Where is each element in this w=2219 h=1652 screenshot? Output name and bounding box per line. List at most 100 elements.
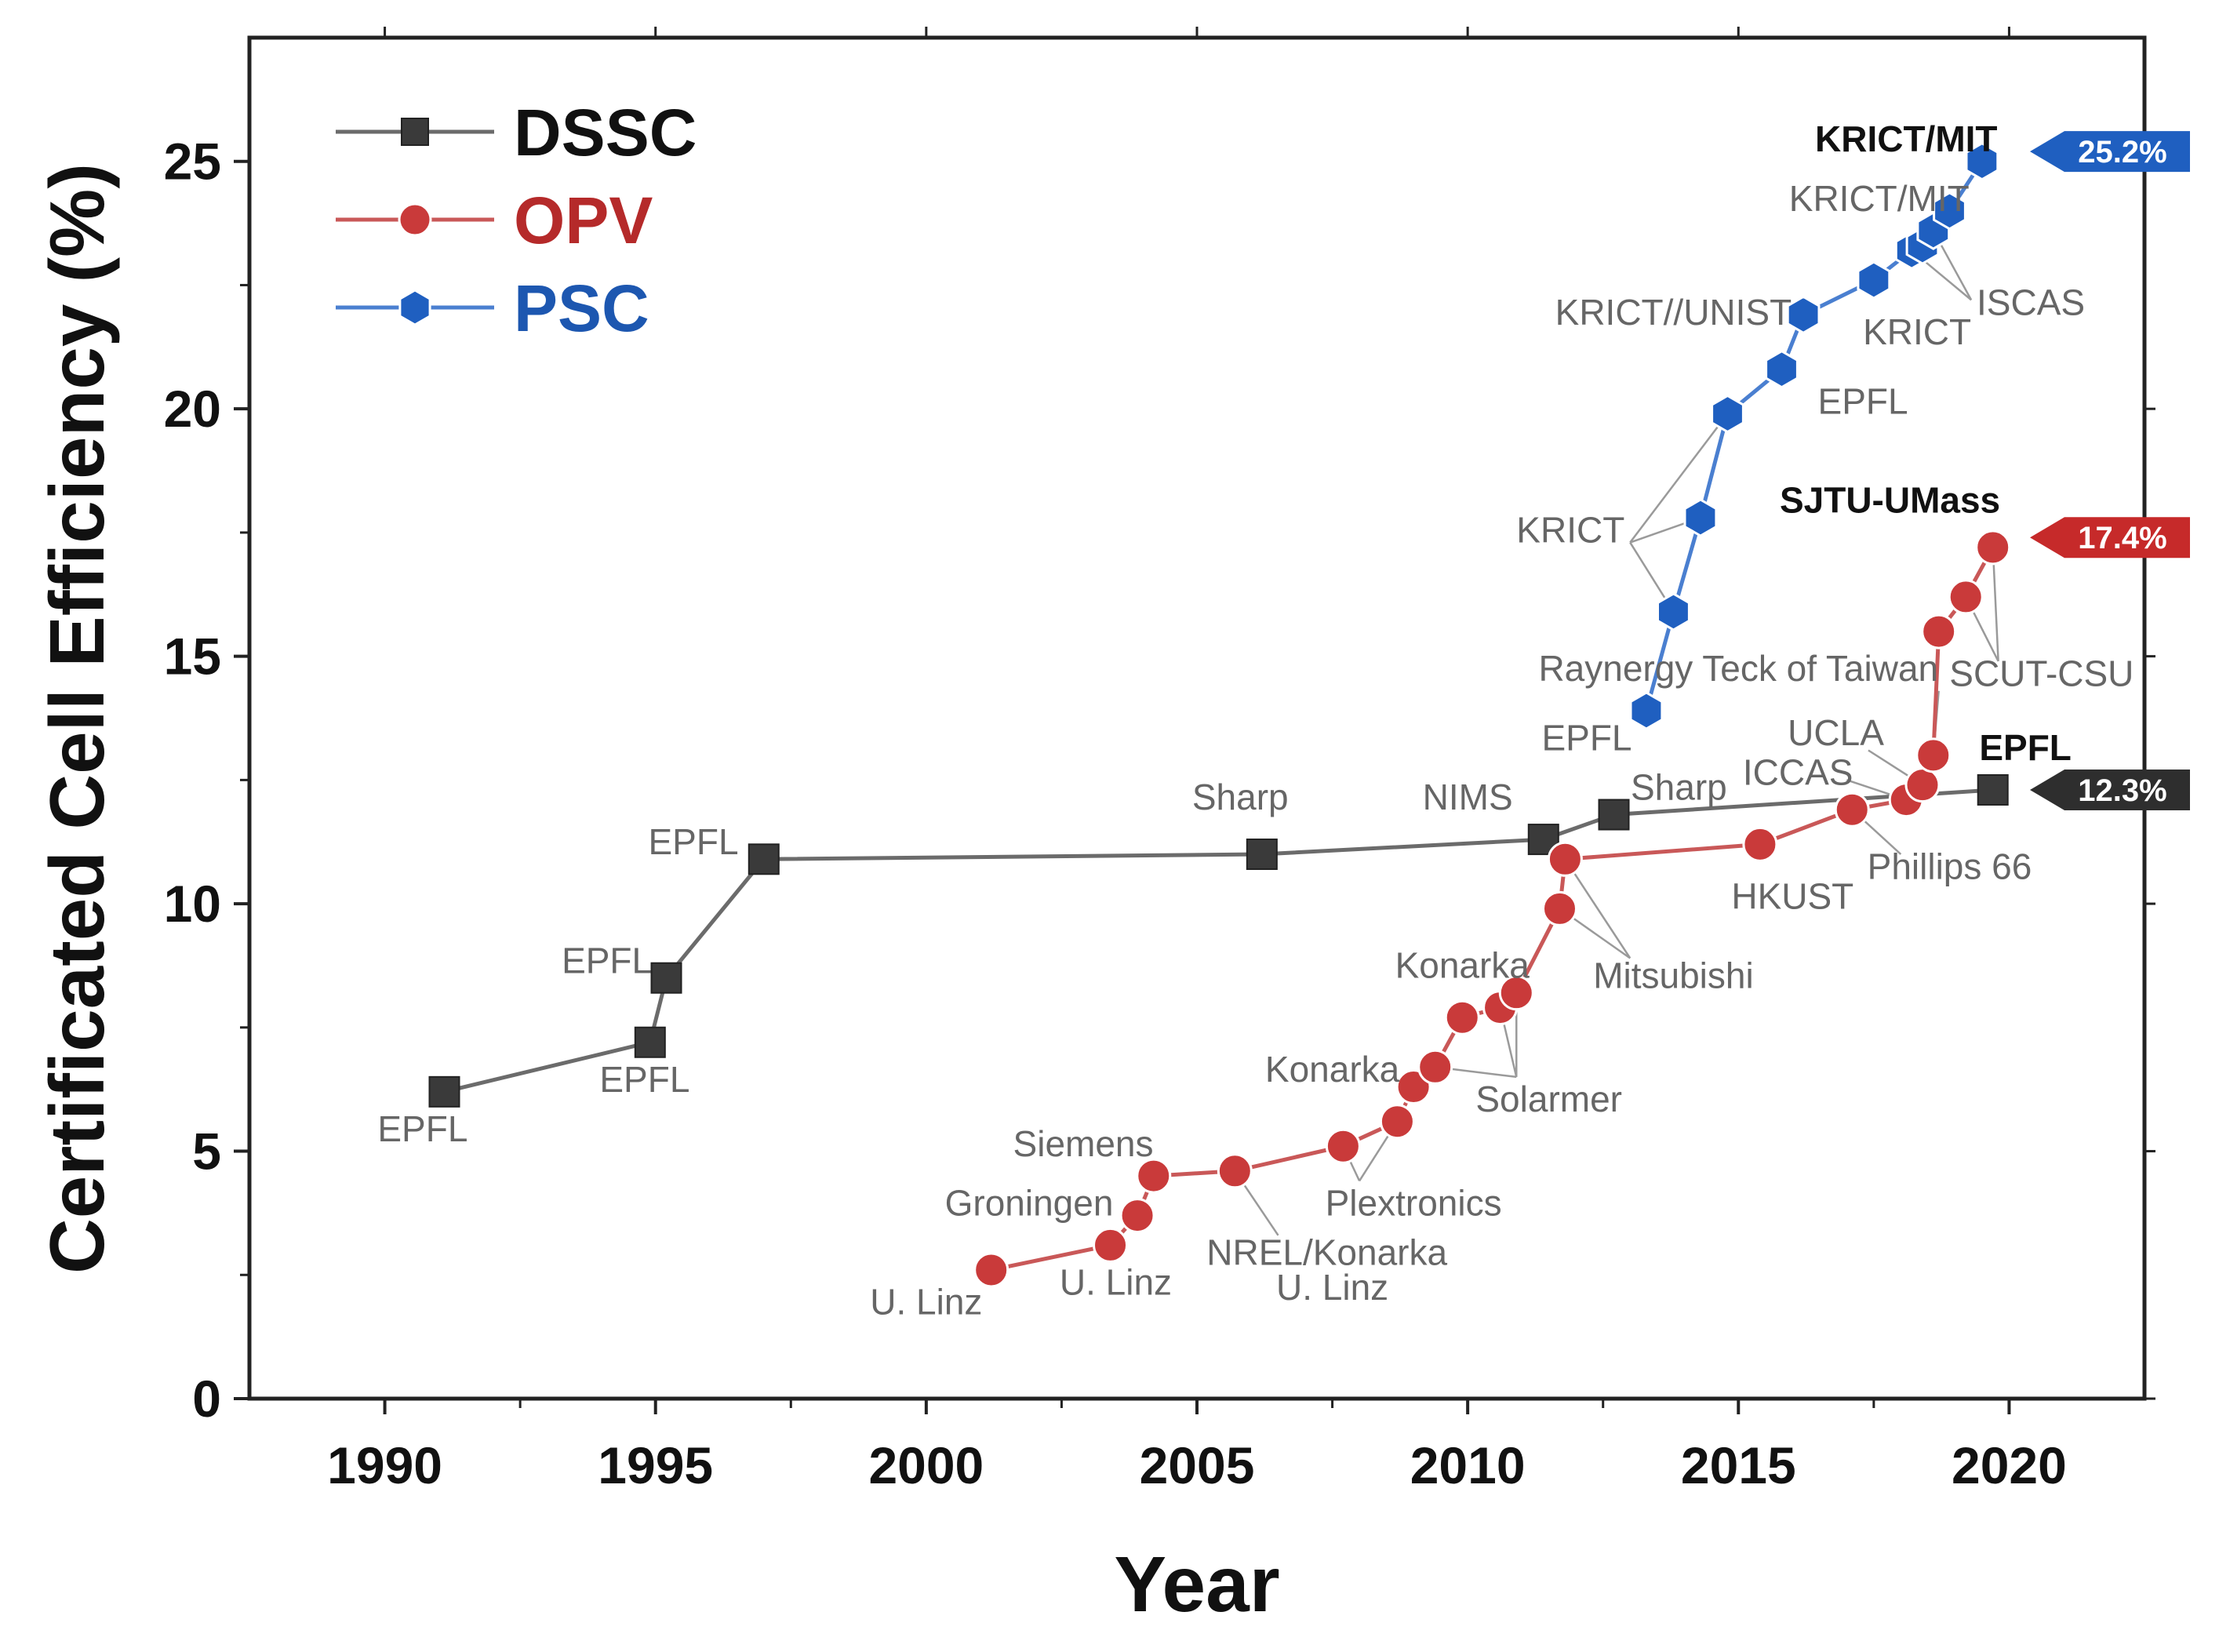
data-point-psc bbox=[1629, 691, 1664, 730]
data-point-opv bbox=[1444, 999, 1480, 1035]
y-tick-label: 20 bbox=[164, 380, 221, 438]
data-point-dssc bbox=[1246, 839, 1278, 870]
annotation-label: EPFL bbox=[1541, 718, 1632, 759]
data-point-psc bbox=[1933, 191, 1966, 231]
data-point-dssc bbox=[1598, 799, 1630, 831]
annotation-label: Solarmer bbox=[1475, 1079, 1622, 1119]
y-tick-label: 25 bbox=[164, 133, 221, 191]
x-tick-label: 2010 bbox=[1410, 1436, 1526, 1494]
data-point-psc bbox=[1965, 141, 1999, 181]
annotation-label: Konarka bbox=[1265, 1049, 1400, 1090]
leader-line bbox=[1992, 547, 1999, 662]
data-point-opv bbox=[1541, 890, 1577, 926]
data-point-dssc bbox=[1977, 773, 2009, 806]
annotation-label: EPFL bbox=[649, 821, 739, 862]
data-point-dssc bbox=[428, 1075, 460, 1108]
value-badge bbox=[2030, 131, 2190, 173]
annotation-label: EPFL bbox=[1979, 727, 2072, 768]
x-tick-label: 1995 bbox=[598, 1436, 713, 1494]
annotation-label: Groningen bbox=[945, 1183, 1114, 1224]
annotation-label: KRICT/MIT bbox=[1789, 178, 1970, 219]
legend-label-dssc: DSSC bbox=[514, 96, 697, 169]
value-badge-label: 12.3% bbox=[2078, 773, 2166, 808]
data-point-psc bbox=[1786, 295, 1821, 335]
annotation-label: NIMS bbox=[1423, 777, 1513, 817]
value-badge-label: 17.4% bbox=[2078, 521, 2166, 555]
data-point-opv bbox=[1915, 737, 1952, 773]
y-tick-label: 0 bbox=[192, 1370, 221, 1428]
annotation-label: ISCAS bbox=[1977, 282, 2085, 322]
annotation-label: Plextronics bbox=[1326, 1183, 1502, 1224]
data-point-opv bbox=[1325, 1128, 1361, 1164]
leader-line bbox=[1564, 858, 1632, 959]
annotation-label: U. Linz bbox=[1276, 1267, 1388, 1308]
y-axis-title: Certificated Cell Efficiency (%) bbox=[34, 163, 120, 1274]
legend: DSSC OPV PSC bbox=[336, 96, 697, 345]
annotation-label: SJTU-UMass bbox=[1780, 480, 2000, 521]
annotation-label: EPFL bbox=[377, 1108, 467, 1149]
annotation-label: Sharp bbox=[1192, 777, 1289, 817]
annotation-label: KRICT bbox=[1516, 510, 1624, 551]
data-point-psc bbox=[1765, 349, 1799, 389]
data-point-opv bbox=[973, 1252, 1009, 1288]
data-point-opv bbox=[1136, 1158, 1172, 1194]
annotation-label: HKUST bbox=[1731, 875, 1853, 916]
annotation-label: SCUT-CSU bbox=[1949, 653, 2134, 693]
legend-marker-psc bbox=[398, 289, 431, 326]
data-point-opv bbox=[1217, 1153, 1253, 1189]
x-tick-label: 2015 bbox=[1681, 1436, 1796, 1494]
data-point-opv bbox=[1119, 1198, 1155, 1234]
data-point-opv bbox=[1379, 1104, 1415, 1140]
annotation-label: EPFL bbox=[562, 940, 652, 981]
y-tick-label: 10 bbox=[164, 875, 221, 933]
data-point-dssc bbox=[634, 1026, 666, 1058]
data-point-opv bbox=[1417, 1049, 1453, 1085]
value-badges: 25.2% 17.4% 12.3% bbox=[2030, 131, 2190, 810]
series-markers bbox=[428, 141, 2011, 1288]
value-badge bbox=[2030, 517, 2190, 559]
annotation-label: Sharp bbox=[1631, 767, 1727, 808]
data-point-opv bbox=[1547, 841, 1583, 877]
data-point-opv bbox=[1948, 579, 1984, 615]
annotation-label: Phillips 66 bbox=[1868, 846, 2032, 887]
y-tick-label: 15 bbox=[164, 628, 221, 686]
x-tick-label: 1990 bbox=[327, 1436, 442, 1494]
annotation-label: KRICT bbox=[1863, 311, 1971, 352]
legend-label-psc: PSC bbox=[514, 271, 649, 345]
data-point-psc bbox=[1683, 498, 1718, 537]
annotation-label: UCLA bbox=[1788, 712, 1884, 753]
data-point-dssc bbox=[748, 843, 780, 875]
annotation-label: U. Linz bbox=[870, 1282, 982, 1323]
annotation-label: EPFL bbox=[1818, 380, 1908, 421]
point-annotations: EPFL EPFL EPFL EPFL Sharp NIMS Sharp EPFL Mitsub… bbox=[377, 118, 2134, 1323]
value-badge bbox=[2030, 769, 2190, 810]
data-point-opv bbox=[1395, 1069, 1431, 1105]
annotation-label: Konarka bbox=[1395, 945, 1530, 986]
annotation-label: EPFL bbox=[599, 1059, 689, 1100]
annotation-label: KRICT/MIT bbox=[1815, 118, 1998, 159]
data-point-psc bbox=[1657, 592, 1690, 631]
data-point-dssc bbox=[650, 962, 682, 994]
leader-line bbox=[1629, 413, 1729, 544]
data-point-opv bbox=[1975, 529, 2011, 566]
annotation-label: NREL/Konarka bbox=[1206, 1232, 1447, 1273]
data-point-opv bbox=[1834, 791, 1870, 828]
data-point-opv bbox=[1093, 1227, 1129, 1263]
axis-ticks: 1990 1995 2000 2005 2010 2015 2020 0 5 10 15 20 25 bbox=[164, 27, 2155, 1494]
annotation-label: U. Linz bbox=[1060, 1262, 1172, 1303]
x-tick-label: 2020 bbox=[1952, 1436, 2067, 1494]
annotation-label: Mitsubishi bbox=[1593, 955, 1754, 995]
data-point-psc bbox=[1857, 260, 1891, 300]
data-point-opv bbox=[1904, 767, 1941, 803]
value-badge-label: 25.2% bbox=[2078, 135, 2166, 169]
x-axis-title: Year bbox=[1114, 1541, 1279, 1628]
annotation-label: ICCAS bbox=[1743, 752, 1853, 793]
data-point-opv bbox=[1742, 826, 1778, 862]
annotation-label: Raynergy Teck of Taiwan bbox=[1538, 648, 1938, 689]
data-point-opv bbox=[1921, 613, 1957, 650]
legend-label-opv: OPV bbox=[514, 184, 653, 257]
annotation-label: Siemens bbox=[1013, 1123, 1154, 1164]
data-point-opv bbox=[1498, 975, 1534, 1011]
legend-marker-opv bbox=[398, 202, 432, 237]
